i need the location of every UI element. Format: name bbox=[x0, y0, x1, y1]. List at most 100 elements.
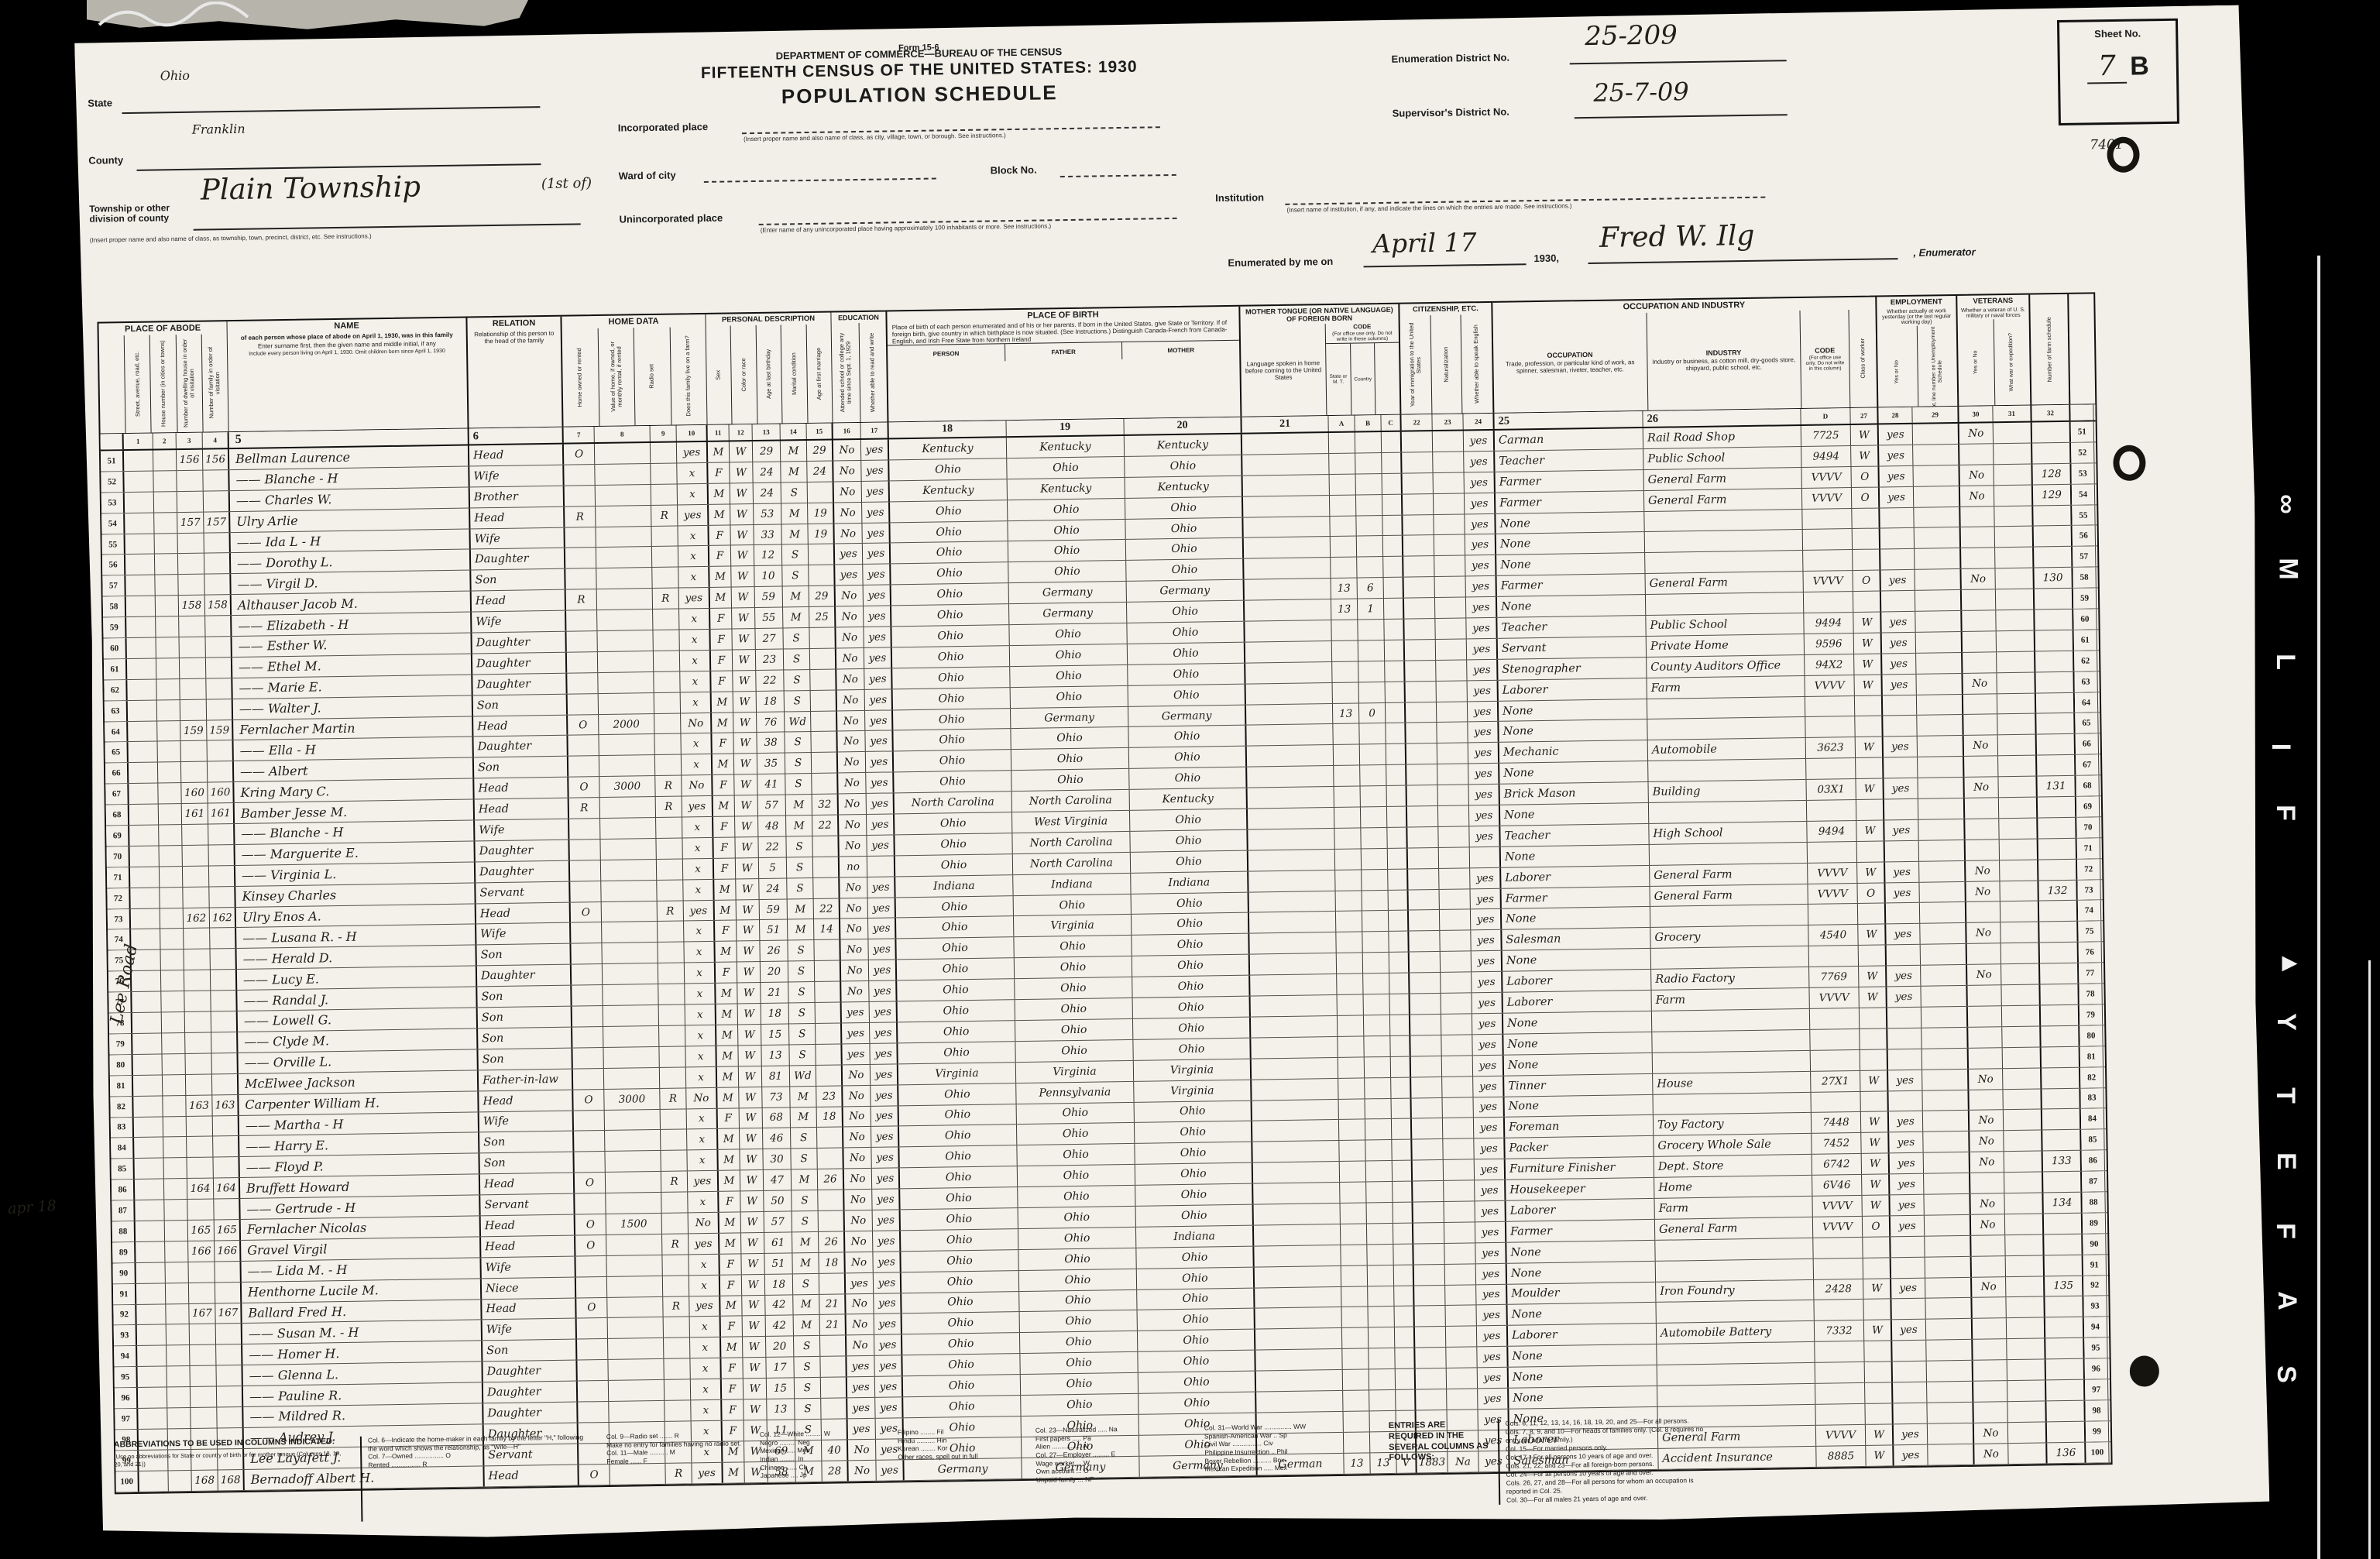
cell-sex: M bbox=[715, 942, 737, 962]
cell-ca bbox=[1334, 828, 1361, 848]
cell-sex: F bbox=[709, 525, 730, 545]
cell-sch: No bbox=[840, 898, 868, 919]
cell-code bbox=[1811, 1091, 1860, 1112]
cell-ind: General Farm bbox=[1644, 489, 1802, 511]
cell-ind bbox=[1652, 1030, 1810, 1052]
cell-nat bbox=[1433, 431, 1464, 451]
cell-age: 41 bbox=[757, 774, 785, 795]
cell-bm: Indiana bbox=[1136, 1225, 1254, 1247]
cell-age: 26 bbox=[760, 941, 788, 961]
cell-une: 29 bbox=[1912, 407, 1959, 423]
cell-emp: yes bbox=[1884, 778, 1918, 799]
cell-eng: yes bbox=[1467, 639, 1498, 659]
cell-bf: Ohio bbox=[1018, 1228, 1136, 1249]
cell-rad: R bbox=[661, 1172, 688, 1192]
cell-mar: M bbox=[783, 586, 809, 606]
cell-bf: Ohio bbox=[1017, 1144, 1135, 1166]
cell-street bbox=[131, 908, 160, 929]
cell-rw: yes bbox=[862, 481, 890, 501]
relation-desc: Relationship of this person to the head … bbox=[474, 329, 555, 345]
cell-frm: x bbox=[682, 817, 713, 837]
cell-sex: F bbox=[710, 609, 732, 629]
cell-war bbox=[2007, 1360, 2046, 1381]
cell-frm: x bbox=[683, 859, 714, 879]
cell-house bbox=[158, 783, 181, 803]
cell-lang bbox=[1251, 1037, 1338, 1059]
cell-age: 30 bbox=[763, 1149, 791, 1169]
cell-val bbox=[603, 984, 658, 1005]
cell-race: W bbox=[730, 462, 753, 482]
cell-fm bbox=[208, 845, 235, 865]
cell-own bbox=[570, 860, 601, 881]
cell-rw: yes bbox=[867, 877, 895, 897]
occupation-desc: Trade, profession, or particular kind of… bbox=[1505, 359, 1635, 375]
cell-ind bbox=[1657, 1363, 1815, 1386]
cell-bp: Ohio bbox=[895, 854, 1013, 876]
cell-fm: 167 bbox=[215, 1303, 242, 1323]
cell-val bbox=[596, 485, 651, 506]
cell-imm bbox=[1406, 682, 1437, 702]
cell-mar: S bbox=[794, 1336, 820, 1356]
footnote-block: Filipino ........ Fil Hindu .......... Hi… bbox=[898, 1427, 1023, 1514]
cell-val: 8 bbox=[595, 426, 651, 442]
cell-code: D bbox=[1801, 408, 1850, 424]
cell-fs bbox=[2032, 422, 2071, 443]
cell-house bbox=[166, 1283, 189, 1303]
cell-age: 55 bbox=[755, 608, 783, 628]
cell-sex: M bbox=[717, 1066, 739, 1087]
cell-ln: 81 bbox=[110, 1076, 133, 1096]
cell-code: VVVV bbox=[1808, 884, 1857, 905]
cell-dw bbox=[180, 699, 207, 719]
cell-lang bbox=[1249, 912, 1336, 933]
cell-ln: 97 bbox=[115, 1409, 138, 1429]
cell-street bbox=[127, 679, 156, 699]
cell-rad bbox=[661, 1151, 687, 1171]
cell-bm: Ohio bbox=[1132, 934, 1249, 956]
cell-rel: Head bbox=[480, 1173, 575, 1195]
cell-agm: 18 bbox=[819, 1252, 845, 1272]
cell-val: 3000 bbox=[599, 776, 655, 797]
cell-street bbox=[134, 1159, 163, 1179]
cell-code bbox=[1802, 509, 1852, 530]
cell-war bbox=[2004, 1173, 2043, 1193]
cell-race: W bbox=[743, 1358, 766, 1378]
cell-nat bbox=[1447, 1389, 1478, 1409]
cell-sex: F bbox=[722, 1379, 744, 1399]
cell-sch: No bbox=[838, 773, 866, 793]
cell-own bbox=[565, 486, 596, 506]
cell-bm: Ohio bbox=[1133, 1038, 1251, 1059]
cell-rw: yes bbox=[869, 960, 897, 980]
cell-cb bbox=[1357, 557, 1383, 577]
cell-bm: Ohio bbox=[1126, 559, 1244, 581]
cell-rw: yes bbox=[872, 1169, 900, 1189]
cell-sex: M bbox=[709, 504, 730, 524]
cell-bm: Indiana bbox=[1131, 871, 1248, 893]
cell-lang bbox=[1255, 1328, 1342, 1350]
cell-rw: yes bbox=[867, 794, 895, 814]
cell-street bbox=[132, 1054, 162, 1074]
cell-occ: None bbox=[1507, 1303, 1656, 1325]
cell-cls bbox=[1860, 1091, 1888, 1111]
cell-une bbox=[1922, 1069, 1969, 1090]
cell-eng: yes bbox=[1467, 660, 1498, 680]
cell-code: 9494 bbox=[1804, 613, 1853, 634]
block-rule bbox=[1060, 163, 1176, 177]
cell-lang bbox=[1252, 1099, 1339, 1121]
cell-vet: No bbox=[1971, 1214, 2005, 1235]
cell-fm bbox=[213, 1136, 239, 1156]
cell-ind: General Farm bbox=[1650, 864, 1808, 886]
cell-bp: Ohio bbox=[899, 1125, 1017, 1146]
col-code-a: State or M. T. bbox=[1329, 373, 1348, 385]
cell-war bbox=[2006, 1255, 2045, 1276]
cell-name: —— Marie E. bbox=[232, 675, 472, 698]
cell-mar: S bbox=[792, 1190, 818, 1210]
ed-value: 25-209 bbox=[1584, 19, 1678, 53]
cell-imm bbox=[1412, 1139, 1443, 1159]
footnote-line: Other races, spell out in full bbox=[898, 1451, 978, 1461]
cell-ln: 71 bbox=[107, 867, 130, 888]
cell-rel: Head bbox=[474, 778, 568, 799]
cell-imm bbox=[1406, 702, 1437, 723]
cell-une bbox=[1915, 590, 1962, 611]
cell-fm bbox=[204, 574, 231, 594]
cell-sch: No bbox=[846, 1293, 874, 1313]
